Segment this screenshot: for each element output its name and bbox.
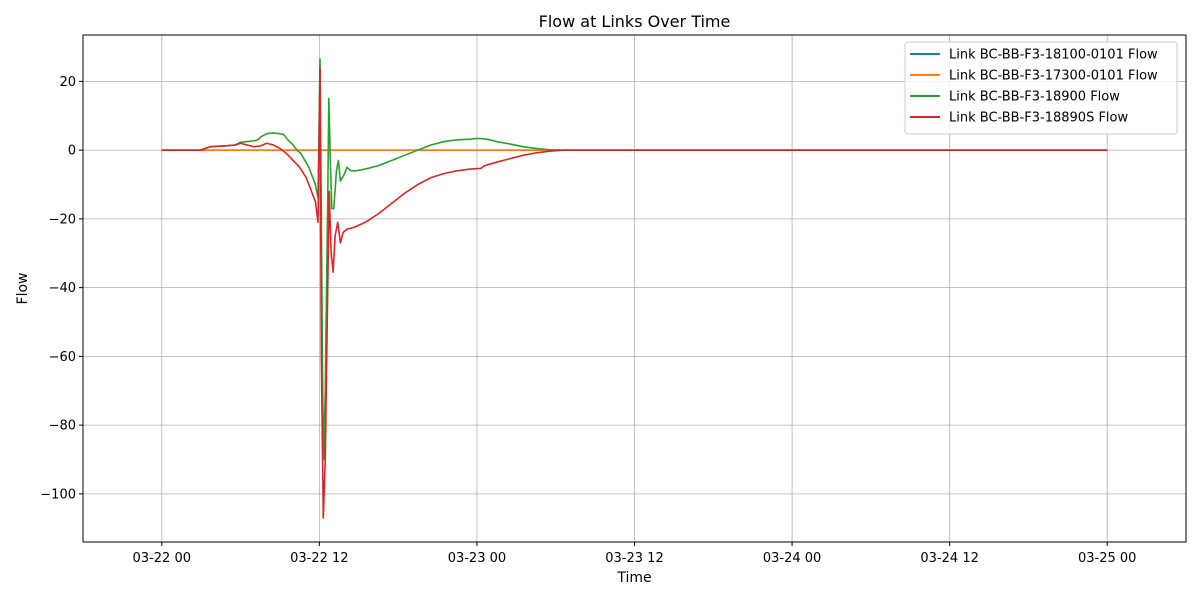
x-tick-label: 03-22 12 — [290, 551, 348, 566]
x-axis-title: Time — [616, 570, 651, 586]
tick-layer: 03-22 00 03-22 12 03-23 00 03-23 12 03-24 00… — [40, 75, 1136, 566]
legend-label: Link BC-BB-F3-18900 Flow — [949, 90, 1120, 105]
y-tick-label: −20 — [49, 212, 76, 227]
y-axis-title: Flow — [15, 273, 31, 305]
y-tick-label: −100 — [40, 487, 76, 502]
y-tick-label: 0 — [68, 144, 76, 159]
legend: Link BC-BB-F3-18100-0101 Flow Link BC-BB-… — [904, 41, 1178, 135]
x-tick-label: 03-25 00 — [1078, 551, 1136, 566]
x-tick-label: 03-22 00 — [133, 551, 191, 566]
legend-label: Link BC-BB-F3-17300-0101 Flow — [949, 69, 1158, 84]
x-tick-label: 03-24 00 — [763, 551, 821, 566]
series-line — [161, 58, 1108, 461]
y-tick-label: 20 — [59, 75, 76, 90]
series-layer — [161, 58, 1108, 519]
y-tick-label: −60 — [49, 350, 76, 365]
chart-title: Flow at Links Over Time — [539, 12, 731, 31]
legend-box — [904, 41, 1178, 135]
y-tick-label: −80 — [49, 419, 76, 434]
series-line — [161, 66, 1108, 519]
x-tick-label: 03-24 12 — [920, 551, 978, 566]
y-tick-label: −40 — [49, 281, 76, 296]
x-tick-label: 03-23 00 — [448, 551, 506, 566]
legend-label: Link BC-BB-F3-18890S Flow — [949, 111, 1128, 126]
x-tick-label: 03-23 12 — [605, 551, 663, 566]
legend-label: Link BC-BB-F3-18100-0101 Flow — [949, 48, 1158, 63]
